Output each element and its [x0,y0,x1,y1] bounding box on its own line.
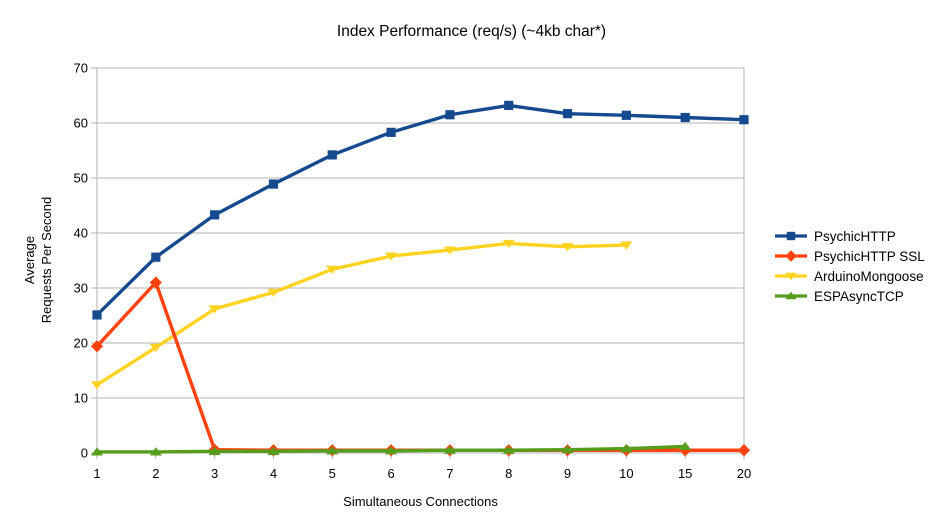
legend-item-espasynctcp: ESPAsyncTCP [775,286,925,306]
x-tick-label: 15 [678,466,692,481]
x-axis-title: Simultaneous Connections [343,494,498,509]
series-line [95,103,745,317]
series-marker [327,150,337,160]
x-tick-label: 3 [211,466,218,481]
legend-item-psychichttp: PsychicHTTP [775,226,925,246]
series-marker [443,445,457,454]
x-tick-label: 5 [329,466,336,481]
series-marker [208,305,221,314]
x-tick-label: 20 [737,466,751,481]
series-marker [786,231,796,241]
series-marker [785,250,797,262]
legend-label: ArduinoMongoose [814,268,924,284]
series-marker [149,343,162,352]
x-tick-label: 1 [93,466,100,481]
legend-marker [775,291,807,300]
legend-marker [775,272,807,281]
series-marker [679,441,692,450]
legend-label: PsychicHTTP SSL [814,248,925,264]
series-espasynctcp [90,441,692,456]
x-tick-label: 7 [446,466,453,481]
series-marker [561,445,574,454]
series-marker [562,109,573,119]
series-marker [384,252,398,261]
x-tick-label: 6 [387,466,394,481]
series-marker [620,241,633,250]
y-tick-label: 50 [74,171,88,186]
series-marker [208,446,221,455]
series-psychichttp-ssl [90,276,751,457]
legend-label: ESPAsyncTCP [814,288,904,304]
series-marker [680,112,690,123]
series-marker [785,291,797,300]
series-marker [90,447,104,456]
x-tick-label: 10 [619,466,633,481]
series-marker [267,446,280,455]
series-marker [92,310,102,320]
series-line [96,241,627,387]
series-marker [149,447,162,456]
series-marker [210,210,220,220]
series-marker [386,127,396,137]
series-marker [504,100,514,110]
plot-border [96,67,745,454]
y-tick-label: 40 [74,226,88,241]
x-tick-label: 4 [270,466,277,481]
series-marker [502,239,515,249]
series-marker [326,446,339,455]
series-marker [149,276,162,289]
series-marker [737,444,751,457]
y-tick-label: 20 [74,336,88,351]
y-tick-label: 0 [81,446,88,461]
series-marker [445,110,455,120]
series-marker [502,445,515,454]
series-marker [384,446,398,455]
series-arduinomongoose [90,239,633,390]
series-marker [90,381,104,390]
legend-item-arduinomongoose: ArduinoMongoose [775,266,925,286]
series-marker [151,252,161,262]
series-marker [561,243,574,252]
legend-item-psychichttp-ssl: PsychicHTTP SSL [775,246,925,266]
legend-label: PsychicHTTP [814,228,896,244]
series-psychichttp [92,100,749,320]
legend: PsychicHTTP PsychicHTTP SSL ArduinoMongoos… [775,226,925,306]
x-tick-label: 8 [505,466,512,481]
y-tick-label: 30 [74,281,88,296]
chart-title: Index Performance (req/s) (~4kb char*) [336,23,607,40]
y-tick-label: 70 [74,61,88,76]
series-marker [267,288,280,297]
x-tick-label: 9 [564,466,571,481]
series-marker [443,246,457,255]
series-marker [785,272,797,281]
series-marker [268,179,279,189]
y-tick-label: 10 [74,391,88,406]
series-marker [326,265,339,274]
legend-marker [775,231,807,241]
series-marker [739,115,749,125]
series-marker [90,340,104,353]
series-line [95,280,744,452]
y-tick-label: 60 [74,116,88,131]
series-marker [621,110,631,120]
series-marker [620,444,633,453]
x-tick-label: 2 [152,466,159,481]
legend-marker [775,250,807,262]
